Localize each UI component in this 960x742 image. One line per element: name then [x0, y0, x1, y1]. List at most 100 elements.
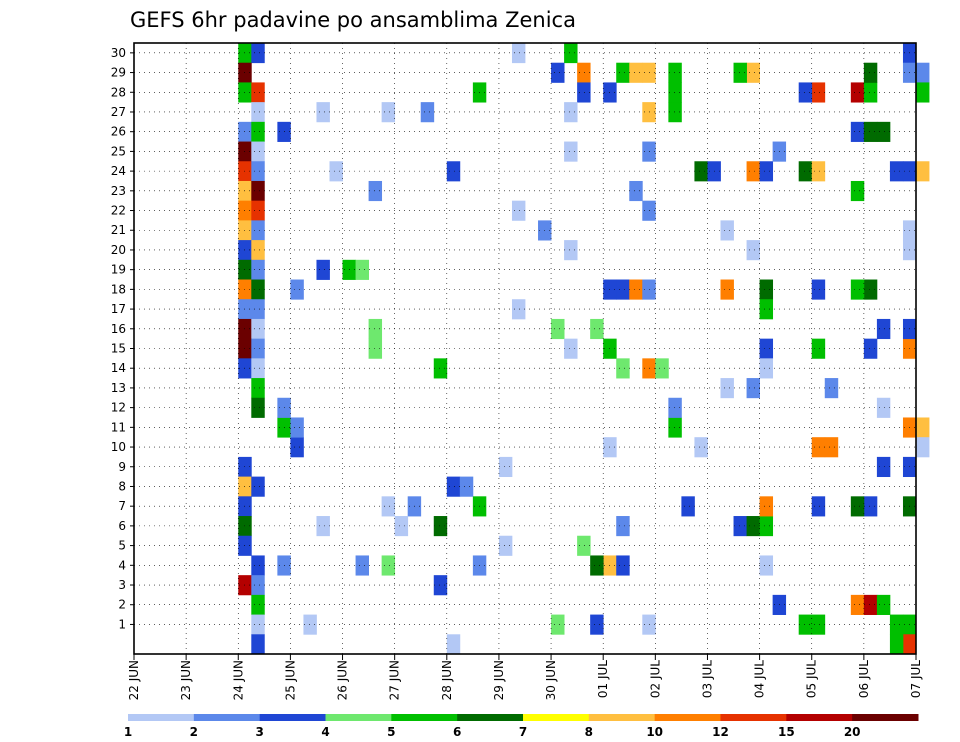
x-tick-label: 04 JUL	[753, 660, 767, 698]
heatmap-cell	[290, 437, 304, 458]
heatmap-cell	[798, 82, 813, 103]
heatmap-cell	[916, 82, 930, 103]
heatmap-cell	[889, 634, 904, 655]
heatmap-cell	[590, 318, 604, 340]
y-tick-label: 25	[111, 144, 126, 158]
heatmap-cell	[850, 82, 865, 103]
heatmap-cell	[798, 614, 813, 635]
colorbar-swatch	[128, 714, 195, 721]
heatmap-cell	[355, 259, 369, 280]
heatmap-cell	[811, 338, 826, 359]
heatmap-cell	[811, 82, 826, 103]
heatmap-cell	[251, 378, 265, 399]
y-tick-label: 13	[111, 381, 126, 395]
x-tick-label: 07 JUL	[909, 660, 923, 698]
heatmap-cell	[446, 476, 461, 497]
heatmap-cell	[720, 279, 734, 300]
y-tick-label: 15	[111, 342, 126, 356]
heatmap-cell	[850, 121, 865, 142]
heatmap-cell	[916, 437, 930, 458]
heatmap-cell	[316, 516, 330, 537]
y-tick-label: 11	[111, 420, 126, 434]
heatmap-cell	[863, 594, 878, 615]
heatmap-cell	[251, 200, 265, 221]
heatmap-cell	[668, 82, 682, 103]
colorbar-swatch	[852, 714, 919, 721]
heatmap-cell	[798, 161, 813, 182]
heatmap-cell	[629, 279, 643, 300]
heatmap-cell	[759, 299, 774, 320]
heatmap-cell	[251, 634, 265, 655]
heatmap-cell	[251, 594, 265, 615]
colorbar-label: 8	[585, 725, 593, 739]
heatmap-cell	[668, 417, 682, 438]
heatmap-cell	[655, 358, 669, 379]
y-tick-label: 14	[111, 361, 126, 375]
y-tick-label: 17	[111, 302, 126, 316]
x-tick-label: 22 JUN	[127, 660, 141, 700]
heatmap-cell	[251, 299, 265, 320]
colorbar-label: 12	[712, 725, 729, 739]
y-tick-label: 19	[111, 263, 126, 277]
heatmap-cell	[746, 240, 760, 261]
x-tick-label: 05 JUL	[805, 660, 819, 698]
heatmap-cell	[551, 62, 565, 83]
heatmap-cell	[251, 240, 265, 261]
heatmap-cell	[368, 180, 383, 202]
heatmap-cell	[251, 338, 265, 359]
heatmap-cell	[251, 82, 265, 103]
colorbar-swatch	[193, 714, 261, 721]
heatmap-cell	[694, 161, 708, 182]
colorbar-label: 10	[646, 725, 663, 739]
heatmap-cell	[577, 82, 591, 103]
y-tick-label: 28	[111, 85, 126, 99]
colorbar: 1 2 3 4 5 6 7 8 10 12 15 20	[124, 714, 919, 739]
y-tick-label: 20	[111, 243, 126, 257]
heatmap-cell	[668, 62, 682, 83]
y-tick-label: 8	[118, 479, 126, 493]
heatmap-cell	[759, 496, 774, 517]
y-tick-label: 27	[111, 105, 126, 119]
colorbar-label: 4	[321, 725, 329, 739]
y-tick-label: 9	[118, 460, 126, 474]
heatmap-cell	[916, 62, 930, 83]
heatmap-cell	[759, 338, 774, 359]
heatmap-cell	[616, 516, 630, 537]
colorbar-swatch	[786, 714, 853, 721]
heatmap-cell	[251, 555, 265, 576]
colorbar-label: 6	[453, 725, 461, 739]
chart-title: GEFS 6hr padavine po ansamblima Zenica	[130, 8, 576, 32]
x-tick-label: 01 JUL	[596, 660, 610, 698]
heatmap-cell	[251, 397, 265, 418]
x-tick-label: 27 JUN	[388, 660, 402, 700]
heatmap-cell	[668, 397, 682, 418]
y-tick-label: 22	[111, 204, 126, 218]
heatmap-cell	[876, 594, 891, 615]
heatmap-cell	[329, 161, 343, 182]
heatmap-cell	[577, 62, 591, 83]
x-tick-label: 25 JUN	[283, 660, 297, 700]
heatmap-cell	[746, 378, 760, 399]
heatmap-cell	[668, 102, 682, 123]
x-tick-label: 03 JUL	[700, 660, 714, 698]
x-axis: 22 JUN 23 JUN 24 JUN 25 JUN 26 JUN 27 JUN 28 J…	[127, 654, 923, 700]
heatmap-cell	[876, 318, 891, 340]
heatmap-cell	[459, 476, 474, 497]
heatmap-cell	[511, 299, 526, 320]
heatmap-cell	[616, 358, 630, 379]
heatmap-cell	[916, 161, 930, 182]
heatmap-cell	[511, 43, 526, 64]
heatmap-cell	[863, 62, 878, 83]
y-tick-label: 7	[118, 499, 126, 513]
heatmap-cell	[420, 102, 435, 123]
heatmap-cell	[733, 62, 747, 83]
heatmap-cell	[433, 358, 448, 379]
heatmap-cell	[720, 378, 734, 399]
heatmap-cell	[551, 318, 565, 340]
heatmap-cells	[238, 43, 930, 655]
heatmap-cell	[251, 318, 265, 340]
x-tick-label: 26 JUN	[336, 660, 350, 700]
heatmap-cell	[368, 318, 383, 340]
heatmap-cell	[251, 358, 265, 379]
